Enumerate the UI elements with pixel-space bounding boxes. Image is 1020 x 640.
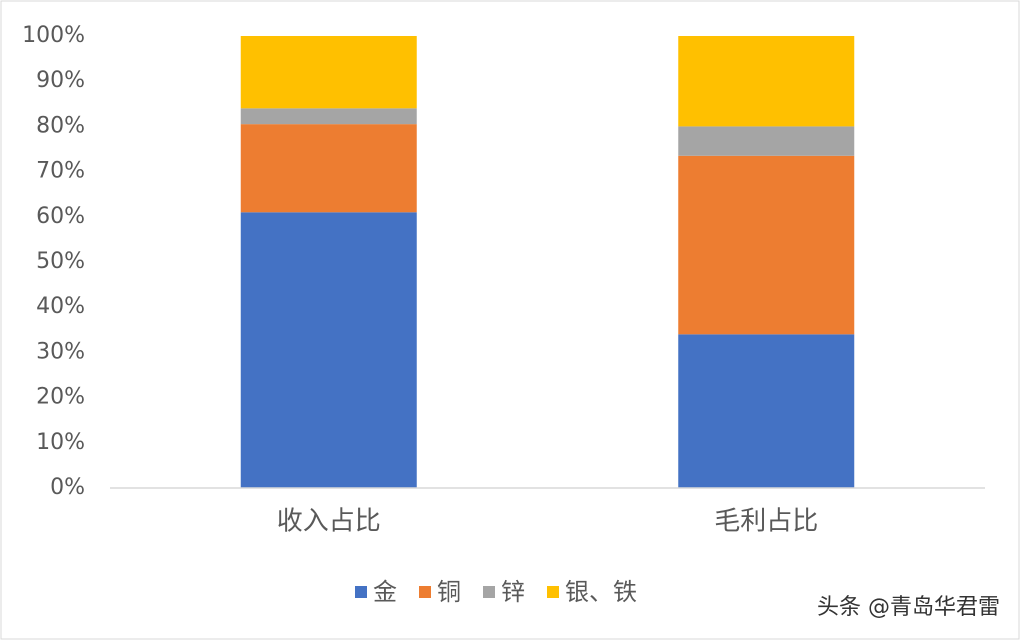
y-tick-label: 60% — [36, 204, 85, 229]
y-tick-label: 20% — [36, 385, 85, 410]
bar-segment — [678, 155, 855, 335]
y-tick-label: 0% — [50, 475, 85, 500]
y-tick-label: 10% — [36, 430, 85, 455]
y-tick-label: 100% — [22, 23, 85, 48]
legend-swatch — [483, 586, 495, 598]
legend-label: 金 — [373, 578, 397, 606]
y-tick-label: 50% — [36, 249, 85, 274]
legend-swatch — [547, 586, 559, 598]
watermark: 头条 @青岛华君雷 — [817, 595, 1000, 620]
legend-swatch — [419, 586, 431, 598]
bar-segment — [678, 36, 855, 127]
y-tick-label: 70% — [36, 159, 85, 184]
x-tick-label: 毛利占比 — [714, 507, 818, 537]
legend-label: 锌 — [501, 578, 525, 606]
y-tick-label: 40% — [36, 294, 85, 319]
legend-swatch — [355, 586, 367, 598]
bar-segment — [678, 334, 855, 488]
bar-segment — [240, 124, 417, 213]
legend-label: 银、铁 — [565, 578, 637, 606]
y-tick-label: 80% — [36, 113, 85, 138]
bar-segment — [240, 212, 417, 488]
y-tick-label: 30% — [36, 339, 85, 364]
legend-label: 铜 — [437, 578, 461, 606]
bar-segment — [678, 126, 855, 156]
x-tick-label: 收入占比 — [277, 507, 381, 537]
bar-segment — [240, 108, 417, 125]
y-tick-label: 90% — [36, 68, 85, 93]
bar-segment — [240, 36, 417, 109]
